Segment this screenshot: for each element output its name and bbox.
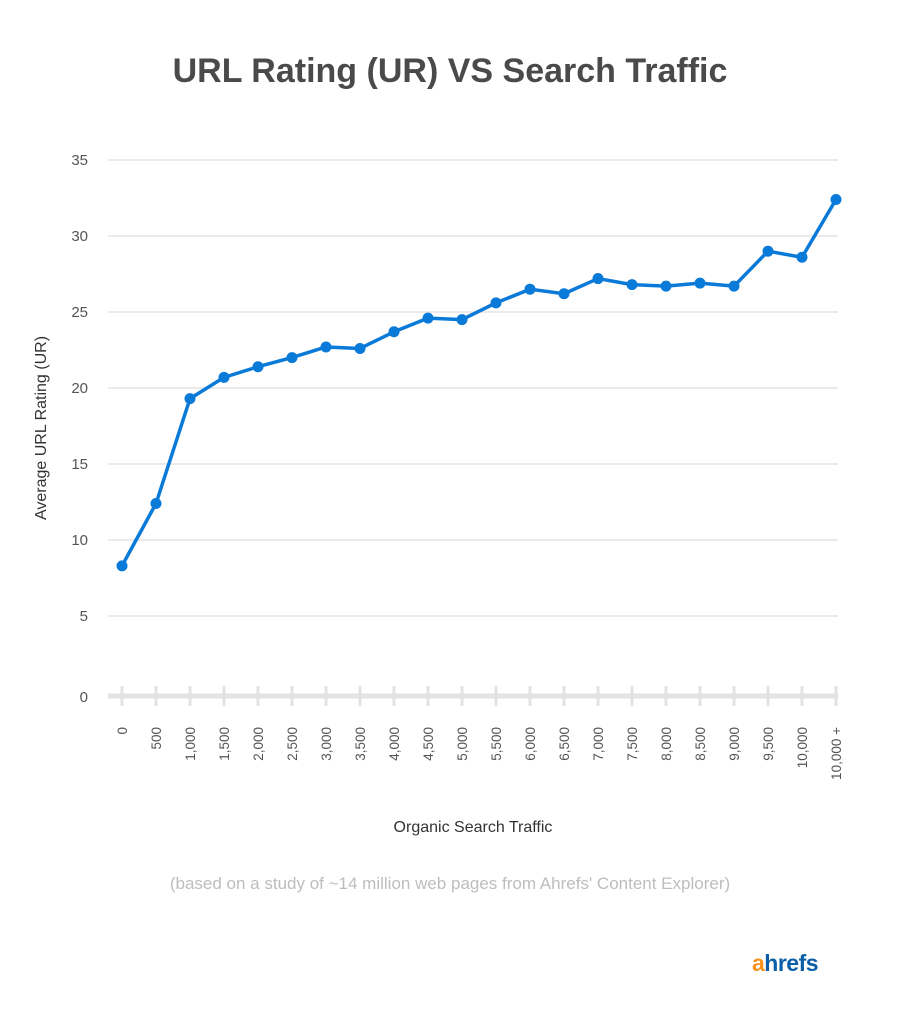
data-point <box>388 326 400 338</box>
data-point <box>286 352 298 364</box>
x-tick-label: 1,000 <box>183 727 198 761</box>
y-tick-label: 15 <box>71 456 88 473</box>
x-tick-label: 2,000 <box>251 727 266 761</box>
x-tick-label: 4,000 <box>387 727 402 761</box>
y-axis-label: Average URL Rating (UR) <box>33 336 50 520</box>
series-line <box>120 198 838 567</box>
data-point <box>422 312 434 324</box>
data-point <box>354 342 366 354</box>
data-point <box>830 194 842 206</box>
x-tick-label: 7,500 <box>625 727 640 761</box>
data-point <box>524 283 536 295</box>
x-tick-label: 2,500 <box>285 727 300 761</box>
data-point <box>626 279 638 291</box>
x-tick-label: 10,000 + <box>829 727 844 780</box>
data-point <box>592 273 604 285</box>
x-tick-label: 500 <box>149 727 164 750</box>
line-chart: 0 5 10 15 20 25 30 35 0 500 1,000 1,500 2,000 2,500 3,… <box>33 152 844 836</box>
ahrefs-logo: ahrefs <box>752 950 819 977</box>
y-tick-label: 20 <box>71 380 88 397</box>
data-point <box>252 361 264 373</box>
data-point <box>184 393 196 405</box>
data-point <box>218 371 230 383</box>
data-point <box>456 314 468 326</box>
y-tick-label: 0 <box>80 689 88 706</box>
logo-rest: hrefs <box>764 950 819 976</box>
x-tick-label: 3,500 <box>353 727 368 761</box>
data-point <box>116 560 128 572</box>
x-tick-label: 10,000 <box>795 727 810 768</box>
y-tick-label: 5 <box>80 608 88 625</box>
y-tick-label: 30 <box>71 228 88 245</box>
x-tick-label: 8,500 <box>693 727 708 761</box>
x-tick-label: 7,000 <box>591 727 606 761</box>
data-point <box>796 251 808 263</box>
chart-title: URL Rating (UR) VS Search Traffic <box>172 52 728 90</box>
x-tick-label: 1,500 <box>217 727 232 761</box>
data-point <box>728 280 740 292</box>
data-point <box>150 498 162 510</box>
x-tick-label: 0 <box>115 727 130 735</box>
x-tick-label: 8,000 <box>659 727 674 761</box>
y-tick-label: 25 <box>71 304 88 321</box>
x-tick-label: 4,500 <box>421 727 436 761</box>
data-point <box>558 288 570 300</box>
y-tick-label: 10 <box>71 532 88 549</box>
x-tick-label: 9,000 <box>727 727 742 761</box>
data-point <box>660 280 672 292</box>
x-tick-label: 5,500 <box>489 727 504 761</box>
x-tick-label: 3,000 <box>319 727 334 761</box>
data-point <box>490 297 502 309</box>
data-point <box>694 277 706 289</box>
x-tick-label: 6,000 <box>523 727 538 761</box>
x-tick-label: 5,000 <box>455 727 470 761</box>
data-point <box>762 245 774 257</box>
y-tick-label: 35 <box>71 152 88 169</box>
logo-a: a <box>752 950 765 976</box>
x-tick-label: 9,500 <box>761 727 776 761</box>
data-point <box>320 341 332 353</box>
x-axis-label: Organic Search Traffic <box>394 819 553 836</box>
footnote: (based on a study of ~14 million web pag… <box>169 874 731 893</box>
x-tick-label: 6,500 <box>557 727 572 761</box>
